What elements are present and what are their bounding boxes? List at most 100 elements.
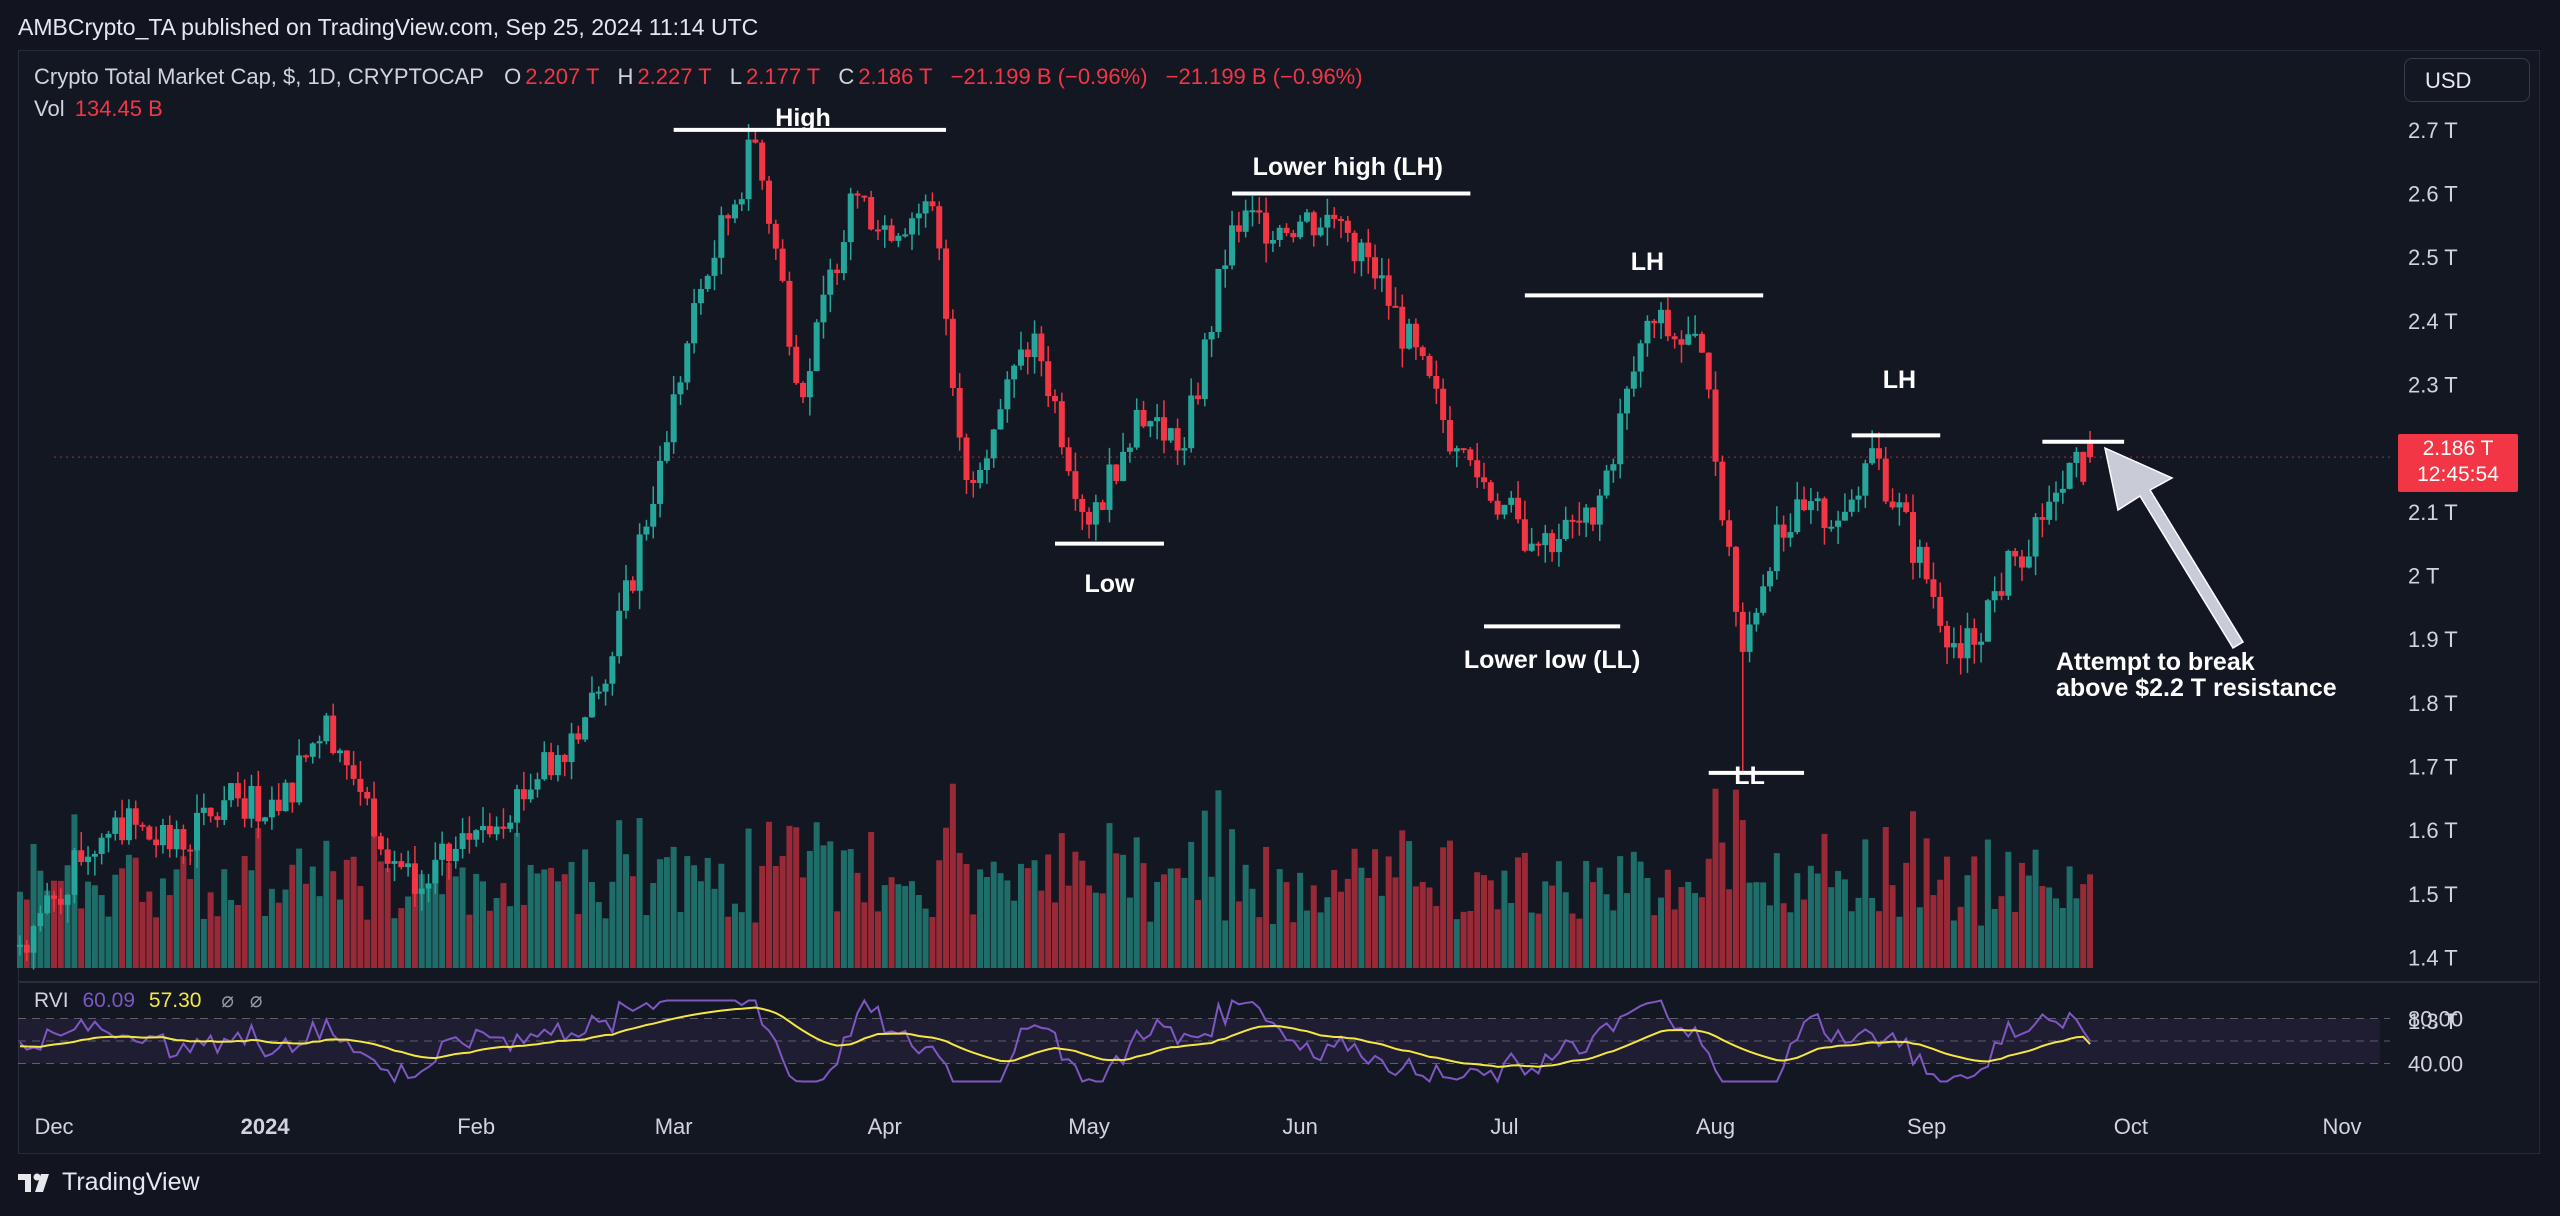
volume-bar	[820, 845, 827, 968]
candle-body	[1903, 502, 1910, 513]
volume-bar	[282, 889, 289, 968]
open-key: O	[504, 64, 522, 89]
candle-body	[248, 785, 255, 819]
low-value: 2.177 T	[746, 64, 821, 89]
rvi-tick-label: 40.00	[2408, 1052, 2463, 1077]
volume-bar	[1814, 873, 1821, 968]
candle-body	[1773, 524, 1780, 572]
candle-body	[1671, 336, 1678, 340]
candle-body	[1841, 511, 1848, 521]
volume-bar	[1324, 897, 1331, 968]
volume-bar	[459, 867, 466, 968]
candle-body	[2005, 550, 2012, 596]
candle-body	[480, 825, 486, 831]
tradingview-wordmark: TradingView	[62, 1168, 200, 1196]
candle-body	[1508, 497, 1515, 505]
candle-body	[1637, 343, 1644, 372]
candle-body	[1351, 232, 1358, 262]
volume-bar	[1004, 880, 1011, 968]
volume-bar	[2087, 874, 2094, 968]
volume-bar	[1222, 920, 1229, 968]
x-tick-label: Sep	[1907, 1114, 1946, 1139]
volume-bar	[1460, 911, 1467, 968]
volume-bar	[1113, 853, 1120, 968]
candle-body	[439, 843, 446, 860]
candle-body	[636, 534, 643, 591]
rvi-name[interactable]: RVI	[34, 989, 69, 1012]
candle-body	[752, 139, 759, 143]
candle-body	[1617, 413, 1624, 465]
volume-bar	[146, 891, 153, 968]
candle-body	[1446, 420, 1453, 452]
volume-bar	[2059, 907, 2066, 968]
symbol-title[interactable]: Crypto Total Market Cap, $, 1D, CRYPTOCA…	[34, 64, 484, 89]
candle-body	[1344, 220, 1351, 233]
volume-bar	[527, 864, 534, 968]
candle-body	[1317, 227, 1324, 236]
candle-body	[146, 826, 153, 840]
volume-bar	[1671, 909, 1678, 968]
volume-bar	[500, 883, 507, 968]
candle-body	[1017, 349, 1024, 366]
candle-body	[704, 275, 711, 289]
candle-body	[1154, 417, 1161, 422]
candle-body	[670, 394, 677, 443]
volume-bar	[1705, 858, 1712, 968]
volume-bar	[480, 881, 486, 968]
volume-bar	[1406, 841, 1413, 968]
candle-body	[1024, 349, 1031, 358]
rvi-signal-value: 57.30	[148, 989, 202, 1012]
volume-bar	[418, 874, 425, 968]
candle-body	[1467, 449, 1474, 461]
volume-bar	[1651, 915, 1658, 968]
candle-body	[2018, 556, 2025, 568]
publisher-line: AMBCrypto_TA published on TradingView.co…	[18, 14, 759, 40]
volume-bar	[1562, 892, 1569, 968]
volume-bar	[1140, 863, 1147, 968]
candle-body	[57, 898, 64, 905]
candle-body	[1848, 499, 1855, 512]
candle-body	[1419, 347, 1426, 357]
candle-body	[153, 839, 160, 846]
volume-bar	[1807, 865, 1814, 968]
candle-body	[909, 218, 915, 235]
candle-body	[166, 825, 173, 850]
volume-bar	[23, 899, 30, 968]
candle-body	[1678, 339, 1685, 345]
candle-body	[71, 850, 78, 895]
candle-body	[1937, 596, 1944, 626]
volume-bar	[132, 857, 139, 968]
volume-bar	[180, 856, 187, 968]
candle-body	[289, 782, 296, 803]
candle-body	[915, 213, 922, 219]
volume-bar	[1195, 899, 1201, 968]
candle-body	[1011, 365, 1018, 380]
volume-bar	[2066, 866, 2073, 968]
candle-body	[1433, 376, 1440, 389]
candle-body	[2053, 492, 2059, 502]
volume-bar	[398, 908, 405, 968]
candle-body	[1596, 495, 1603, 525]
currency-button[interactable]: USD	[2404, 58, 2530, 102]
volume-bar	[990, 861, 997, 968]
volume-bar	[1399, 830, 1406, 968]
candle-body	[452, 848, 459, 862]
y-tick-label: 2.6 T	[2408, 182, 2458, 207]
volume-bar	[1283, 882, 1290, 968]
volume-bar	[1426, 887, 1433, 968]
volume-bar	[1147, 921, 1154, 968]
candle-body	[949, 318, 956, 389]
candle-body	[2059, 488, 2066, 493]
volume-bar	[411, 872, 418, 968]
volume-bar	[1344, 878, 1351, 968]
volume-key[interactable]: Vol	[34, 96, 65, 121]
volume-bar	[793, 827, 800, 968]
tradingview-logo[interactable]: TradingView	[18, 1168, 200, 1197]
volume-bar	[575, 914, 582, 968]
volume-bar	[1453, 919, 1460, 968]
candle-body	[1460, 448, 1467, 451]
candle-body	[1052, 396, 1058, 402]
candle-body	[1399, 306, 1406, 349]
volume-bar	[1263, 846, 1270, 968]
